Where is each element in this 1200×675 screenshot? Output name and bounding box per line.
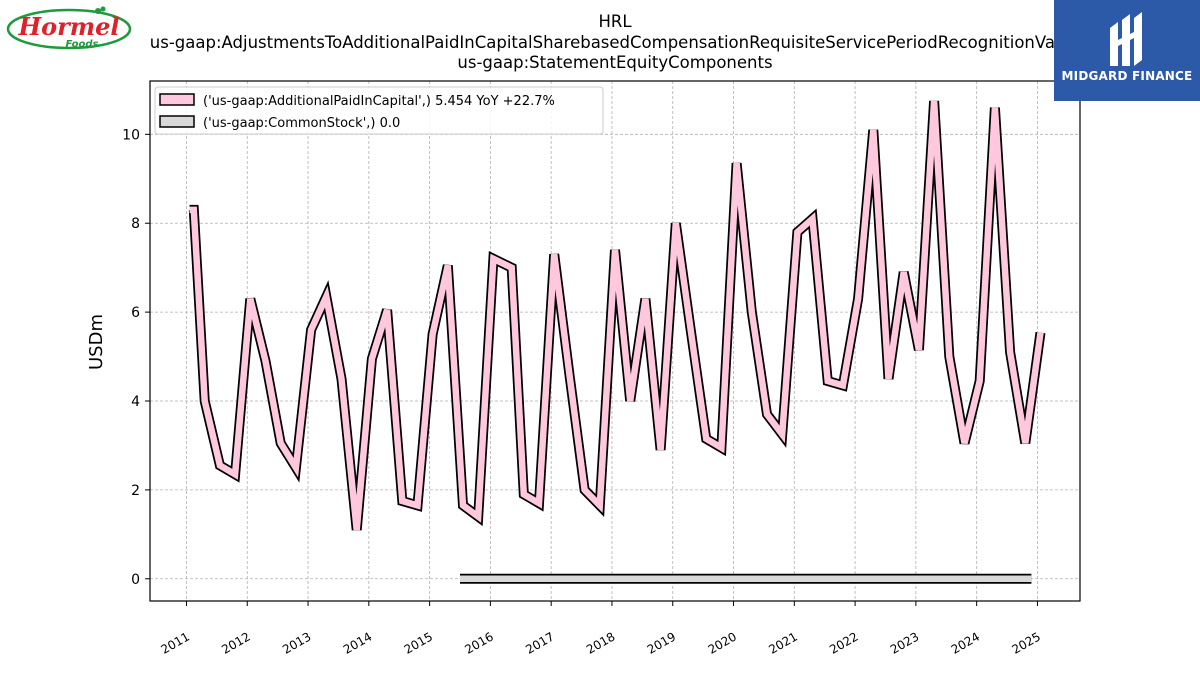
x-tick-label: 2021: [766, 629, 799, 656]
legend-label-apic: ('us-gaap:AdditionalPaidInCapital',) 5.4…: [203, 94, 555, 109]
y-tick-label: 4: [131, 394, 140, 410]
y-tick-label: 8: [131, 216, 140, 232]
chart-title: HRL us-gaap:AdjustmentsToAdditionalPaidI…: [150, 12, 1080, 72]
x-tick-label: 2020: [706, 629, 739, 656]
legend: ('us-gaap:AdditionalPaidInCapital',) 5.4…: [154, 86, 604, 135]
x-tick-label: 2012: [219, 629, 252, 656]
x-tick-label: 2018: [584, 629, 617, 656]
title-line-3: us-gaap:StatementEquityComponents: [457, 53, 772, 72]
x-tick-label: 2015: [402, 629, 435, 656]
x-tick-label: 2019: [645, 629, 678, 656]
series-line: [189, 100, 1044, 531]
x-tick-label: 2017: [523, 629, 556, 656]
title-line-2: us-gaap:AdjustmentsToAdditionalPaidInCap…: [150, 33, 1080, 52]
x-tick-label: 2024: [949, 629, 982, 656]
midgard-finance-label: MIDGARD FINANCE: [1061, 69, 1193, 83]
y-tick-label: 2: [131, 483, 140, 499]
midgard-finance-logo: MIDGARD FINANCE: [1054, 0, 1200, 101]
y-axis: 0 2 4 6 8 10: [122, 127, 150, 588]
legend-swatch-common-stock: [159, 115, 195, 128]
svg-text:Foods: Foods: [66, 39, 99, 50]
x-tick-label: 2016: [462, 629, 495, 656]
y-axis-label: USDm: [86, 314, 107, 370]
midgard-mark-icon: [1110, 12, 1142, 66]
svg-text:Hormel: Hormel: [17, 12, 119, 41]
title-line-1: HRL: [598, 12, 632, 31]
legend-frame: [154, 86, 604, 135]
x-tick-label: 2013: [280, 629, 313, 656]
y-tick-label: 0: [131, 572, 140, 588]
hormel-foods-logo: Hormel Foods: [6, 5, 136, 51]
x-tick-label: 2014: [341, 629, 374, 656]
y-tick-label: 6: [131, 305, 140, 321]
x-tick-label: 2023: [888, 629, 921, 656]
x-tick-label: 2022: [827, 629, 860, 656]
x-tick-label: 2011: [159, 629, 192, 656]
plot-frame: [149, 80, 1081, 602]
x-axis: 2011 2012 2013 2014 2015 2016 2017 2018 2019 2020…: [159, 601, 1043, 657]
series-layer: [188, 100, 1046, 584]
series-1: [188, 100, 1046, 531]
legend-swatch-apic: [159, 93, 195, 106]
legend-label-common-stock: ('us-gaap:CommonStock',) 0.0: [203, 116, 400, 131]
x-tick-label: 2025: [1009, 629, 1042, 656]
y-tick-label: 10: [122, 127, 140, 143]
